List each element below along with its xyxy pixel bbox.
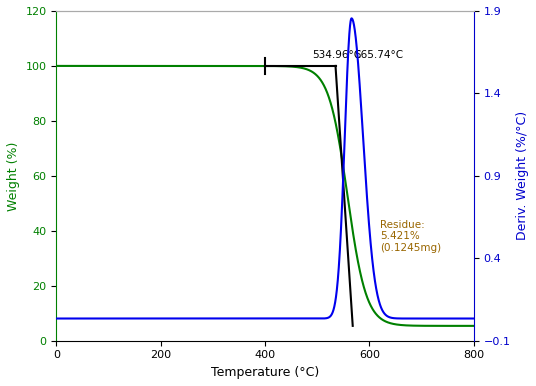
- Text: Residue:
5.421%
(0.1245mg): Residue: 5.421% (0.1245mg): [380, 220, 441, 253]
- Text: 534.96°C: 534.96°C: [312, 50, 361, 60]
- X-axis label: Temperature (°C): Temperature (°C): [211, 366, 319, 379]
- Y-axis label: Deriv. Weight (%/°C): Deriv. Weight (%/°C): [516, 111, 529, 240]
- Text: 565.74°C: 565.74°C: [354, 50, 403, 60]
- Y-axis label: Weight (%): Weight (%): [7, 141, 20, 210]
